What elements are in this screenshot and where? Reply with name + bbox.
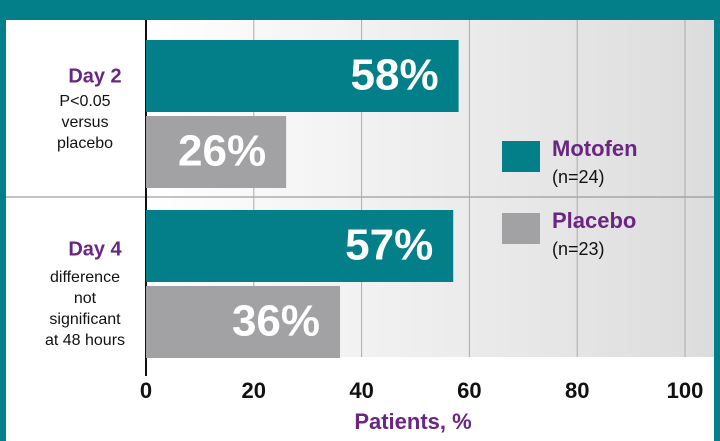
x-tick-label: 20 [242, 378, 266, 403]
bar [146, 210, 454, 282]
bar [146, 116, 287, 188]
value-label: 36% [232, 297, 320, 346]
category-note: at 48 hours [45, 332, 125, 349]
x-tick-label: 0 [140, 378, 152, 403]
bar [146, 40, 459, 112]
x-axis-title: Patients, % [354, 409, 471, 434]
x-tick-label: 80 [565, 378, 589, 403]
bar [146, 286, 341, 358]
x-tick-label: 60 [457, 378, 481, 403]
category-label: Day 2 [68, 65, 121, 87]
value-label: 57% [345, 221, 433, 270]
value-label: 26% [178, 127, 266, 176]
x-tick-label: 100 [667, 378, 704, 403]
value-label: 58% [351, 51, 439, 100]
category-note: significant [49, 311, 121, 328]
legend-label: Placebo [552, 208, 636, 233]
category-note: P<0.05 [59, 93, 110, 110]
legend-label: Motofen [552, 136, 638, 161]
category-note: not [74, 290, 97, 307]
legend-swatch [502, 213, 540, 244]
category-label: Day 4 [68, 238, 122, 260]
legend-swatch [502, 141, 540, 172]
legend-sample: (n=23) [552, 239, 605, 259]
x-tick-label: 40 [349, 378, 373, 403]
category-note: placebo [57, 135, 113, 152]
legend-sample: (n=24) [552, 167, 605, 187]
category-note: difference [50, 269, 120, 286]
category-note: versus [61, 114, 108, 131]
